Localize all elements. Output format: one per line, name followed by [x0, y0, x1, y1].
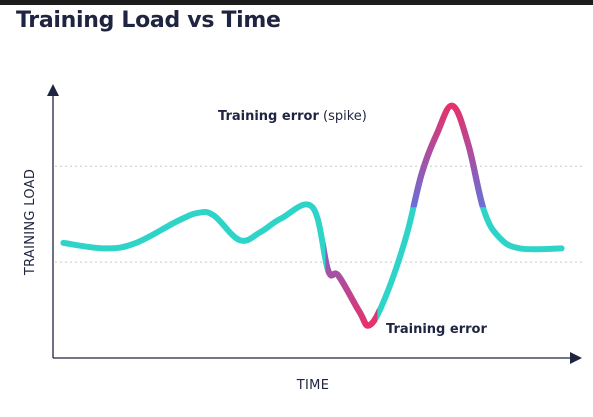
series-layer	[60, 102, 565, 329]
x-axis-label: TIME	[296, 378, 329, 393]
y-axis-arrow	[47, 84, 59, 96]
spike-highlight	[410, 102, 487, 208]
chart-title: Training Load vs Time	[16, 8, 281, 33]
series-line-0	[60, 102, 565, 329]
annotation-spike: Training error (spike)	[218, 109, 367, 124]
reference-lines	[55, 165, 583, 263]
y-axis-label: TRAINING LOAD	[23, 169, 38, 276]
annotation-spike-normal: (spike)	[319, 109, 367, 124]
annotation-dip-bold: Training error	[386, 322, 487, 337]
annotation-dip: Training error	[386, 322, 487, 337]
dip-highlight	[325, 241, 378, 329]
x-axis-arrow	[570, 352, 582, 364]
annotation-spike-bold: Training error	[218, 109, 319, 124]
top-border	[0, 0, 593, 5]
